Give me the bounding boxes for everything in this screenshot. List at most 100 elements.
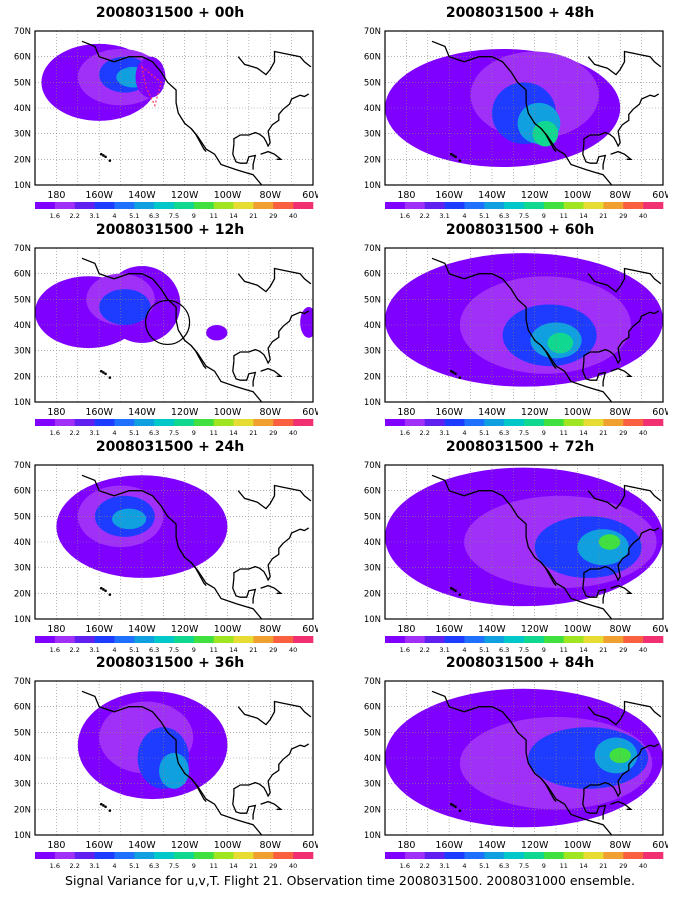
- colorbar-swatch: [154, 419, 175, 426]
- lon-tick-label: 160W: [435, 190, 463, 201]
- colorbar-label: 7.5: [169, 646, 179, 654]
- colorbar-swatch: [583, 419, 604, 426]
- colorbar-label: 3.1: [89, 429, 99, 437]
- colorbar-label: 1.6: [50, 646, 60, 654]
- colorbar-label: 40: [289, 862, 297, 870]
- island: [458, 809, 462, 812]
- coastline: [540, 345, 557, 370]
- variance-contour: [99, 289, 151, 325]
- lat-tick-label: 70N: [14, 244, 31, 254]
- colorbar-swatch: [464, 419, 485, 426]
- colorbar-label: 2.2: [70, 212, 80, 220]
- map-panel: 10N 20N 30N 40N 50N 60N 70N 180 160W 140W 120W 100W…: [14, 461, 318, 654]
- lon-tick-label: 180: [397, 840, 415, 851]
- lon-tick-label: 180: [397, 624, 415, 635]
- colorbar-label: 21: [249, 429, 257, 437]
- forecast-panels: 2008031500 + 00h 10N 20N 30N 40N 50N 60N 70N 180…: [14, 5, 668, 870]
- colorbar-swatch: [603, 636, 624, 643]
- map-panel: 10N 20N 30N 40N 50N 60N 70N 180 160W 140W 120W 100W…: [14, 244, 318, 437]
- lon-tick-label: 160W: [435, 407, 463, 418]
- colorbar-label: 14: [229, 862, 237, 870]
- colorbar-swatch: [424, 852, 445, 859]
- colorbar-label: 5.1: [129, 212, 139, 220]
- target-circle: [144, 299, 191, 346]
- colorbar-swatch: [193, 419, 215, 426]
- coastline: [587, 484, 662, 510]
- map-panel: 10N 20N 30N 40N 50N 60N 70N 180 160W 140W 120W 100W…: [364, 677, 668, 870]
- lat-tick-label: 70N: [14, 27, 31, 37]
- coastline: [540, 778, 557, 803]
- colorbar-label: 40: [289, 212, 297, 220]
- colorbar-label: 7.5: [519, 212, 529, 220]
- colorbar-label: 9: [542, 862, 546, 870]
- lon-tick-label: 180: [47, 624, 65, 635]
- panel-title: 2008031500 + 12h: [95, 222, 245, 238]
- coastline: [582, 793, 607, 820]
- lon-tick-label: 140W: [128, 624, 156, 635]
- lon-tick-label: 140W: [128, 407, 156, 418]
- colorbar-label: 6.3: [149, 646, 159, 654]
- colorbar-swatch: [424, 636, 445, 643]
- coastline: [190, 778, 207, 803]
- coastline: [237, 484, 312, 510]
- lon-tick-label: 160W: [85, 407, 113, 418]
- colorbar-swatch: [213, 852, 234, 859]
- island: [102, 588, 105, 591]
- colorbar-swatch: [424, 202, 445, 209]
- colorbar-label: 7.5: [169, 429, 179, 437]
- island: [449, 152, 453, 156]
- colorbar-swatch: [233, 419, 254, 426]
- lat-tick-label: 50N: [364, 78, 381, 88]
- colorbar-label: 21: [249, 212, 257, 220]
- coastline: [81, 257, 263, 402]
- colorbar-swatch: [134, 202, 155, 209]
- colorbar-swatch: [74, 852, 95, 859]
- coastline: [610, 150, 633, 160]
- variance-contour: [547, 332, 574, 354]
- colorbar-swatch: [563, 202, 584, 209]
- plot-frame: [384, 247, 664, 403]
- colorbar-label: 5.1: [129, 862, 139, 870]
- plot-frame: [384, 680, 664, 836]
- coastline: [431, 474, 613, 619]
- colorbar-label: 2.2: [70, 429, 80, 437]
- colorbar-swatch: [464, 852, 485, 859]
- lat-tick-label: 20N: [364, 805, 381, 815]
- coastline: [587, 700, 662, 726]
- colorbar-swatch: [404, 419, 426, 426]
- colorbar-swatch: [385, 636, 406, 643]
- coastline: [583, 310, 660, 365]
- lon-tick-label: 80W: [259, 624, 281, 635]
- colorbar-label: 6.3: [149, 862, 159, 870]
- colorbar-label: 3.1: [89, 212, 99, 220]
- colorbar-label: 1.6: [400, 646, 410, 654]
- coastline: [232, 143, 257, 170]
- variance-contour: [300, 307, 313, 338]
- colorbar-label: 1.6: [400, 212, 410, 220]
- figure-caption: Signal Variance for u,v,T. Flight 21. Ob…: [65, 873, 635, 888]
- lat-tick-label: 20N: [14, 805, 31, 815]
- lon-tick-label: 80W: [609, 190, 631, 201]
- colorbar-swatch: [293, 636, 314, 643]
- map-panel: 10N 20N 30N 40N 50N 60N 70N 180 160W 140W 120W 100W…: [14, 27, 318, 220]
- panel-title: 2008031500 + 72h: [445, 439, 595, 455]
- island: [452, 154, 455, 157]
- lon-tick-label: 160W: [85, 624, 113, 635]
- lat-tick-label: 20N: [14, 155, 31, 165]
- colorbar-swatch: [174, 202, 195, 209]
- colorbar-label: 29: [269, 212, 277, 220]
- colorbar-label: 21: [599, 212, 607, 220]
- lon-tick-label: 140W: [478, 840, 506, 851]
- colorbar-swatch: [385, 202, 406, 209]
- lat-tick-label: 20N: [364, 589, 381, 599]
- lon-tick-label: 120W: [521, 407, 549, 418]
- colorbar-label: 40: [639, 646, 647, 654]
- colorbar-swatch: [154, 202, 175, 209]
- panel-title: 2008031500 + 36h: [95, 655, 245, 671]
- island: [452, 588, 455, 591]
- colorbar-swatch: [35, 852, 56, 859]
- colorbar-label: 9: [192, 862, 196, 870]
- colorbar-swatch: [543, 852, 565, 859]
- colorbar-label: 29: [619, 646, 627, 654]
- colorbar-swatch: [253, 202, 274, 209]
